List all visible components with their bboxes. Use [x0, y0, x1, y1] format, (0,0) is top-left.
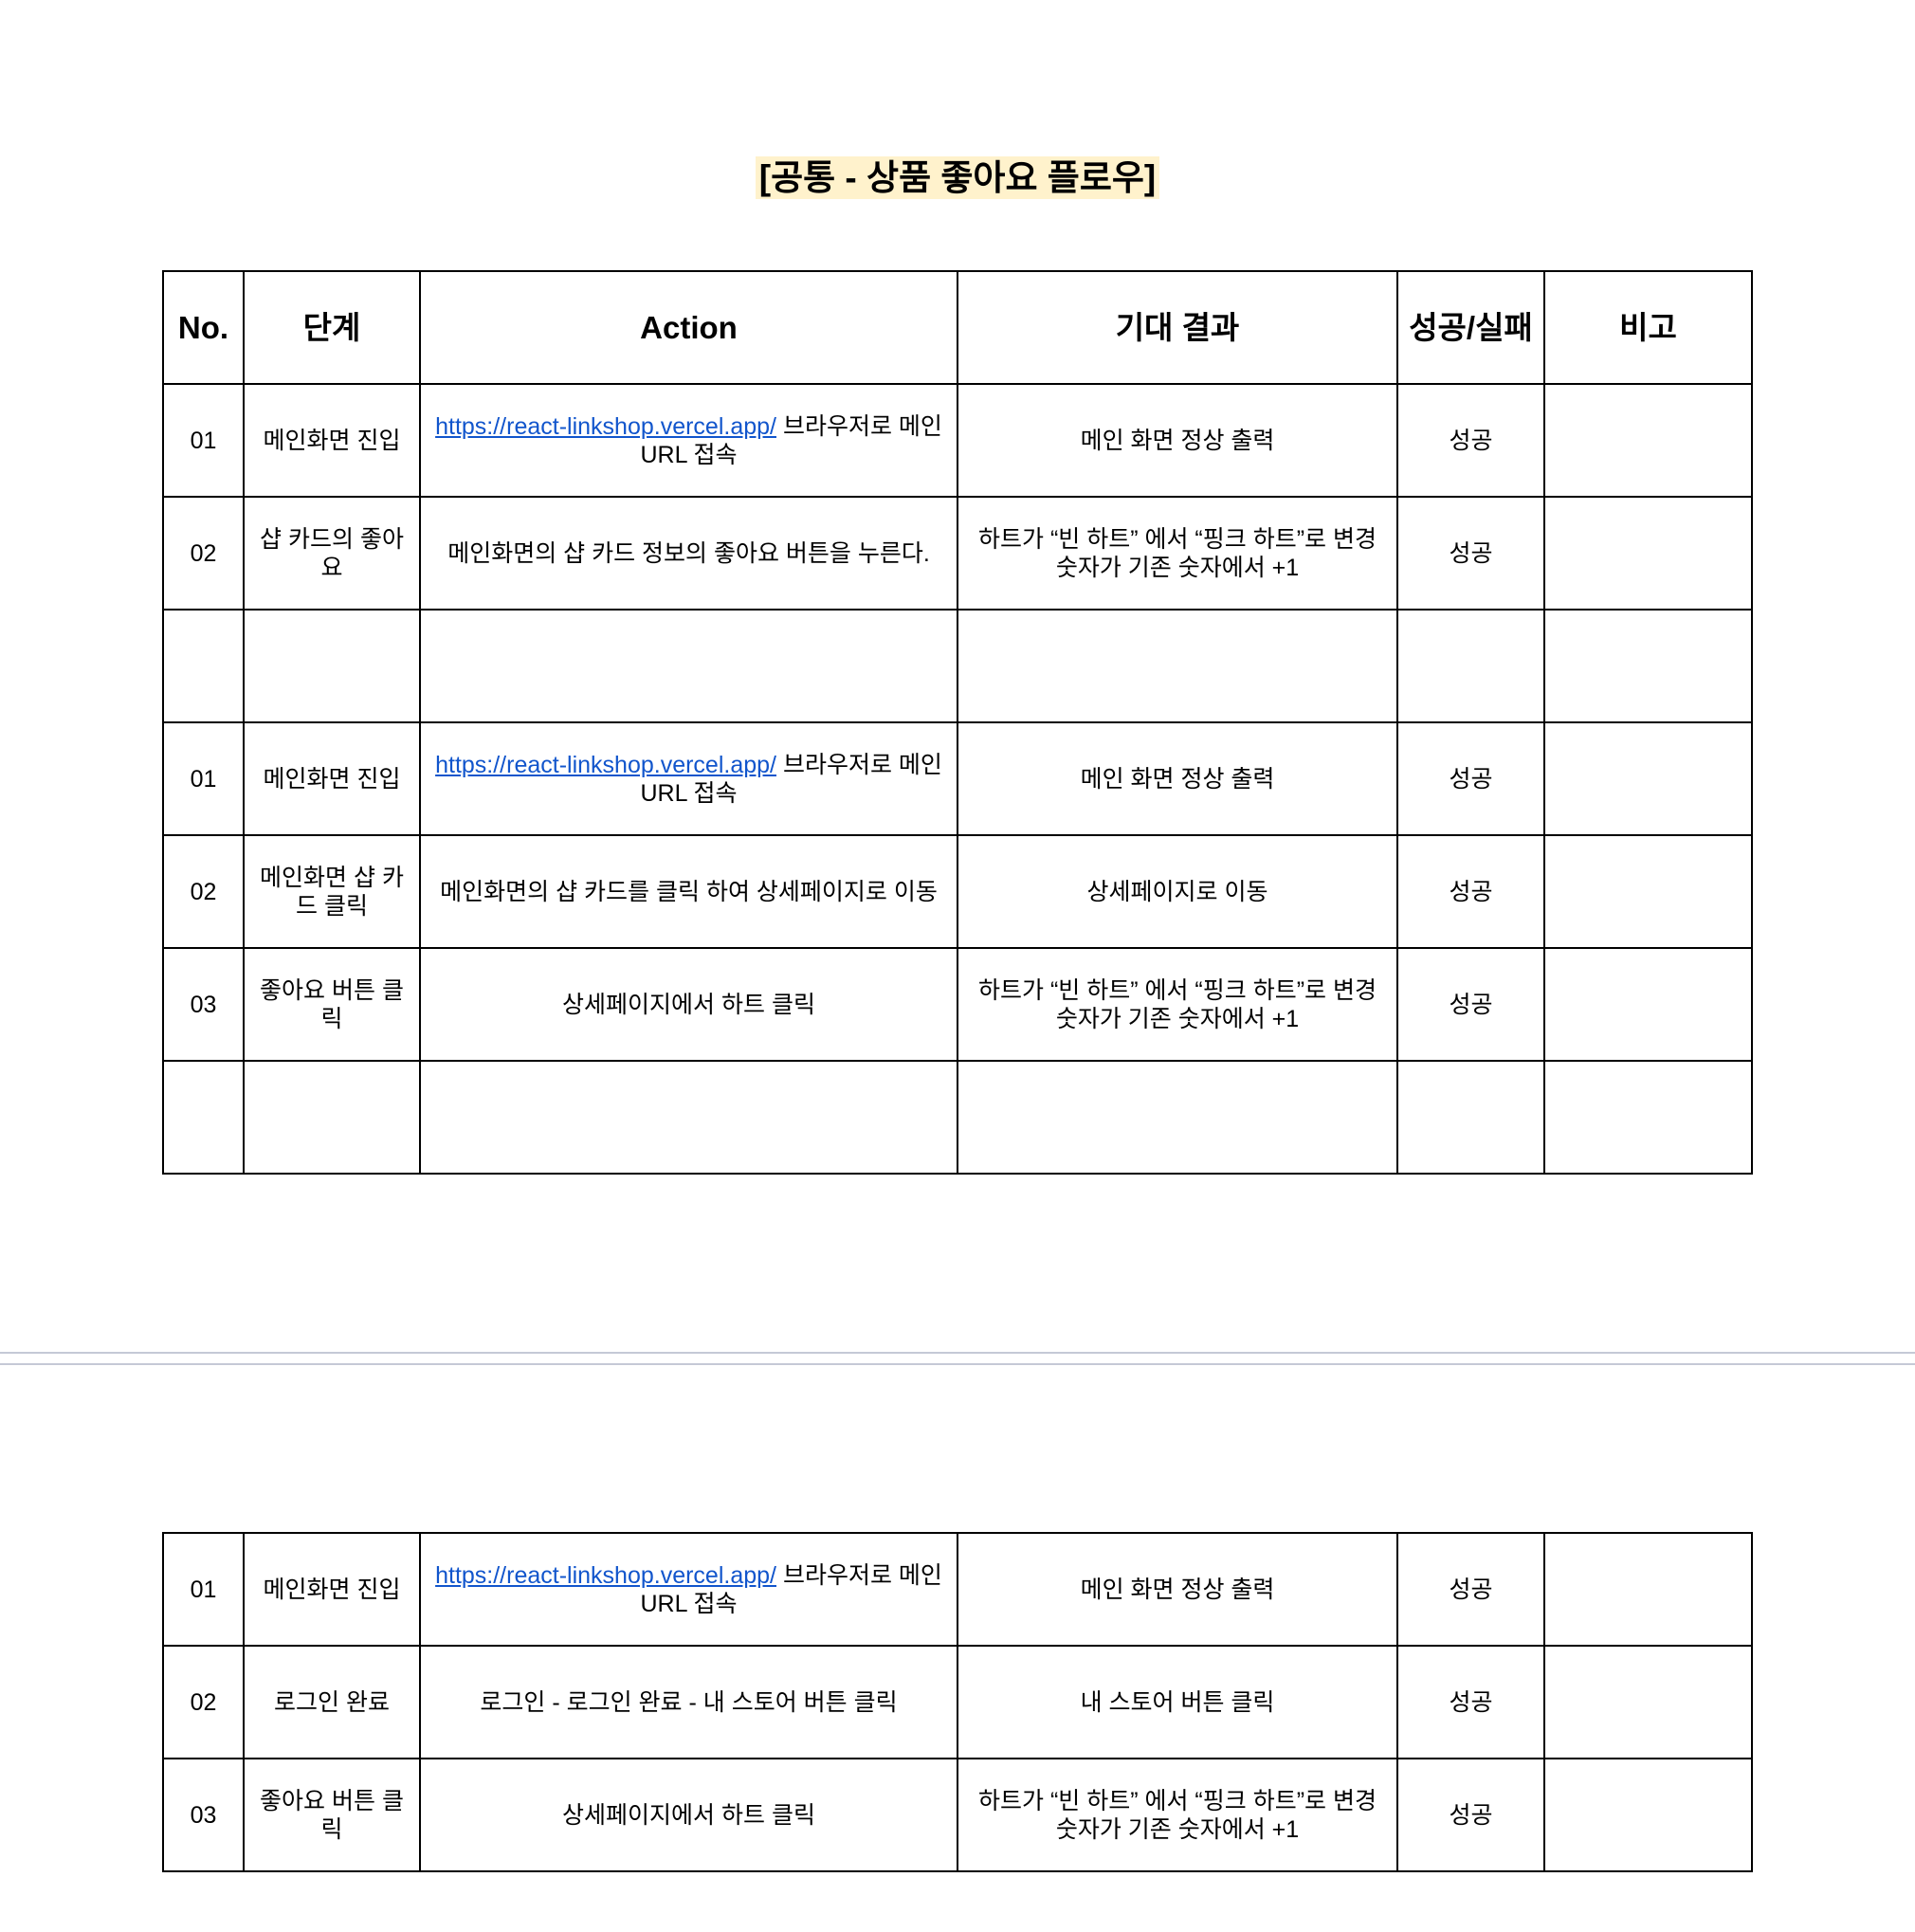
- cell-note: [1543, 1645, 1753, 1759]
- table-row-empty: [162, 1060, 1753, 1175]
- cell-step: 메인화면 진입: [243, 1532, 421, 1647]
- cell-no: 03: [162, 1758, 245, 1872]
- header-result: 성공/실패: [1396, 270, 1545, 385]
- cell-action: [419, 1060, 958, 1175]
- cell-result: [1396, 609, 1545, 723]
- table-row: 02 메인화면 샵 카드 클릭 메인화면의 샵 카드를 클릭 하여 상세페이지로…: [162, 834, 1753, 949]
- url-link[interactable]: https://react-linkshop.vercel.app/: [435, 412, 776, 440]
- cell-expected: 상세페이지로 이동: [957, 834, 1398, 949]
- cell-step: 샵 카드의 좋아요: [243, 496, 421, 611]
- cell-result: [1396, 1060, 1545, 1175]
- cell-step: 로그인 완료: [243, 1645, 421, 1759]
- table-row: 03 좋아요 버튼 클릭 상세페이지에서 하트 클릭 하트가 “빈 하트” 에서…: [162, 947, 1753, 1062]
- cell-note: [1543, 721, 1753, 836]
- cell-action-text: 브라우저로 메인 URL 접속: [640, 412, 942, 468]
- cell-no: [162, 609, 245, 723]
- cell-result: 성공: [1396, 383, 1545, 498]
- url-link[interactable]: https://react-linkshop.vercel.app/: [435, 751, 776, 778]
- table-row: 01 메인화면 진입 https://react-linkshop.vercel…: [162, 1532, 1753, 1647]
- cell-action: 상세페이지에서 하트 클릭: [419, 1758, 958, 1872]
- page-break-divider: [0, 1352, 1915, 1365]
- header-no: No.: [162, 270, 245, 385]
- cell-step: 메인화면 샵 카드 클릭: [243, 834, 421, 949]
- cell-no: 01: [162, 721, 245, 836]
- cell-expected: 하트가 “빈 하트” 에서 “핑크 하트”로 변경 숫자가 기존 숫자에서 +1: [957, 1758, 1398, 1872]
- cell-action: [419, 609, 958, 723]
- cell-expected: [957, 1060, 1398, 1175]
- cell-step: 메인화면 진입: [243, 383, 421, 498]
- cell-note: [1543, 834, 1753, 949]
- cell-action: 상세페이지에서 하트 클릭: [419, 947, 958, 1062]
- cell-step: 메인화면 진입: [243, 721, 421, 836]
- header-expected: 기대 결과: [957, 270, 1398, 385]
- cell-expected: 내 스토어 버튼 클릭: [957, 1645, 1398, 1759]
- cell-step: 좋아요 버튼 클릭: [243, 947, 421, 1062]
- cell-no: 02: [162, 834, 245, 949]
- cell-step: [243, 609, 421, 723]
- cell-result: 성공: [1396, 947, 1545, 1062]
- cell-no: 03: [162, 947, 245, 1062]
- cell-result: 성공: [1396, 1758, 1545, 1872]
- cell-no: 01: [162, 1532, 245, 1647]
- cell-note: [1543, 383, 1753, 498]
- cell-result: 성공: [1396, 721, 1545, 836]
- header-action: Action: [419, 270, 958, 385]
- cell-action: https://react-linkshop.vercel.app/ 브라우저로…: [419, 383, 958, 498]
- table-row: 02 샵 카드의 좋아요 메인화면의 샵 카드 정보의 좋아요 버튼을 누른다.…: [162, 496, 1753, 611]
- cell-no: 02: [162, 1645, 245, 1759]
- cell-no: 02: [162, 496, 245, 611]
- table-row: 03 좋아요 버튼 클릭 상세페이지에서 하트 클릭 하트가 “빈 하트” 에서…: [162, 1758, 1753, 1872]
- table-row: 02 로그인 완료 로그인 - 로그인 완료 - 내 스토어 버튼 클릭 내 스…: [162, 1645, 1753, 1759]
- cell-action-text: 브라우저로 메인 URL 접속: [640, 1561, 942, 1617]
- cell-no: 01: [162, 383, 245, 498]
- cell-note: [1543, 947, 1753, 1062]
- cell-note: [1543, 496, 1753, 611]
- table-header-row: No. 단계 Action 기대 결과 성공/실패 비고: [162, 270, 1753, 385]
- cell-note: [1543, 1758, 1753, 1872]
- header-step: 단계: [243, 270, 421, 385]
- cell-result: 성공: [1396, 496, 1545, 611]
- test-case-table-2: 01 메인화면 진입 https://react-linkshop.vercel…: [162, 1532, 1753, 1872]
- cell-step: 좋아요 버튼 클릭: [243, 1758, 421, 1872]
- cell-note: [1543, 1532, 1753, 1647]
- cell-action: 메인화면의 샵 카드 정보의 좋아요 버튼을 누른다.: [419, 496, 958, 611]
- table-row: 01 메인화면 진입 https://react-linkshop.vercel…: [162, 721, 1753, 836]
- table-row-empty: [162, 609, 1753, 723]
- cell-expected: 하트가 “빈 하트” 에서 “핑크 하트”로 변경 숫자가 기존 숫자에서 +1: [957, 947, 1398, 1062]
- cell-action: 로그인 - 로그인 완료 - 내 스토어 버튼 클릭: [419, 1645, 958, 1759]
- cell-action: https://react-linkshop.vercel.app/ 브라우저로…: [419, 1532, 958, 1647]
- url-link[interactable]: https://react-linkshop.vercel.app/: [435, 1561, 776, 1589]
- cell-expected: [957, 609, 1398, 723]
- cell-expected: 하트가 “빈 하트” 에서 “핑크 하트”로 변경 숫자가 기존 숫자에서 +1: [957, 496, 1398, 611]
- cell-action: 메인화면의 샵 카드를 클릭 하여 상세페이지로 이동: [419, 834, 958, 949]
- document-title: [공통 - 상품 좋아요 플로우]: [0, 155, 1915, 201]
- cell-result: 성공: [1396, 1645, 1545, 1759]
- cell-no: [162, 1060, 245, 1175]
- cell-action-text: 브라우저로 메인 URL 접속: [640, 751, 942, 807]
- cell-expected: 메인 화면 정상 출력: [957, 721, 1398, 836]
- cell-step: [243, 1060, 421, 1175]
- cell-note: [1543, 1060, 1753, 1175]
- cell-note: [1543, 609, 1753, 723]
- cell-action: https://react-linkshop.vercel.app/ 브라우저로…: [419, 721, 958, 836]
- cell-result: 성공: [1396, 1532, 1545, 1647]
- test-case-table-1: No. 단계 Action 기대 결과 성공/실패 비고 01 메인화면 진입 …: [162, 270, 1753, 1175]
- document-title-text: [공통 - 상품 좋아요 플로우]: [755, 156, 1160, 199]
- table-row: 01 메인화면 진입 https://react-linkshop.vercel…: [162, 383, 1753, 498]
- cell-expected: 메인 화면 정상 출력: [957, 1532, 1398, 1647]
- cell-result: 성공: [1396, 834, 1545, 949]
- header-note: 비고: [1543, 270, 1753, 385]
- cell-expected: 메인 화면 정상 출력: [957, 383, 1398, 498]
